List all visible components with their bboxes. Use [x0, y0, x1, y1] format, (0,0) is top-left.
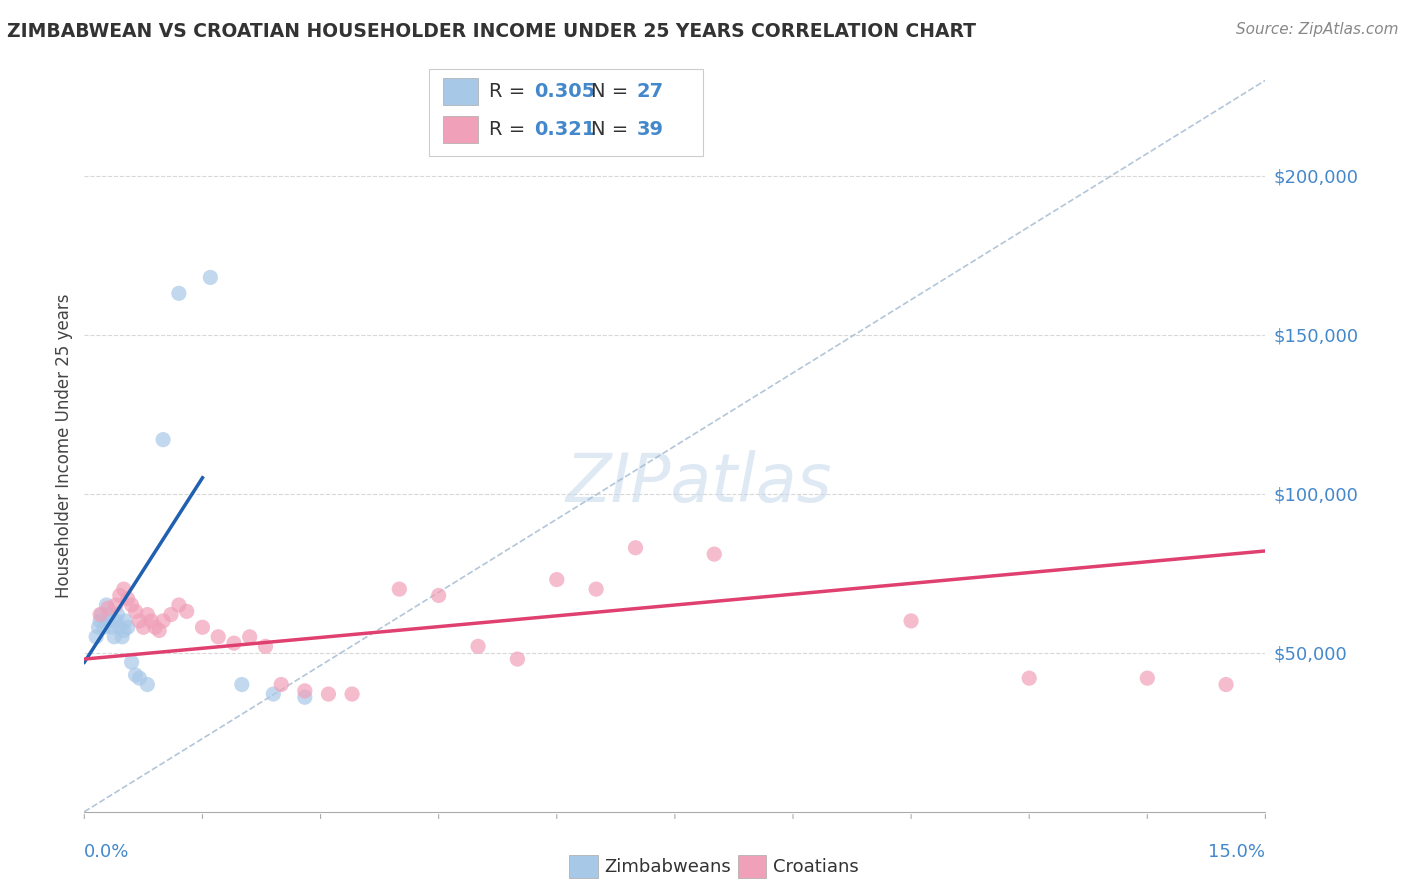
Point	[87, 620, 110, 634]
Point	[112, 624, 135, 638]
Text: Croatians: Croatians	[773, 858, 859, 876]
Point	[207, 630, 229, 644]
Point	[152, 433, 174, 447]
Point	[624, 541, 647, 555]
Point	[340, 687, 363, 701]
Point	[191, 620, 214, 634]
Point	[318, 687, 340, 701]
Point	[200, 270, 222, 285]
Text: R =: R =	[489, 82, 531, 102]
Point	[167, 598, 190, 612]
Text: ZIMBABWEAN VS CROATIAN HOUSEHOLDER INCOME UNDER 25 YEARS CORRELATION CHART: ZIMBABWEAN VS CROATIAN HOUSEHOLDER INCOM…	[7, 22, 976, 41]
Point	[703, 547, 725, 561]
Point	[114, 614, 136, 628]
Point	[128, 614, 150, 628]
Point	[176, 604, 198, 618]
Text: 0.305: 0.305	[534, 82, 596, 102]
Point	[900, 614, 922, 628]
Point	[136, 677, 159, 691]
Point	[128, 671, 150, 685]
Point	[222, 636, 245, 650]
Point	[89, 614, 111, 628]
Point	[124, 604, 146, 618]
Point	[93, 620, 115, 634]
Point	[1215, 677, 1237, 691]
Text: Zimbabweans: Zimbabweans	[605, 858, 731, 876]
Text: N =: N =	[591, 82, 634, 102]
Point	[90, 607, 112, 622]
Point	[388, 582, 411, 596]
Point	[96, 598, 118, 612]
Point	[262, 687, 284, 701]
Point	[546, 573, 568, 587]
Text: ZIPatlas: ZIPatlas	[565, 450, 832, 516]
Y-axis label: Householder Income Under 25 years: Householder Income Under 25 years	[55, 293, 73, 599]
Point	[152, 614, 174, 628]
Point	[1136, 671, 1159, 685]
Point	[148, 624, 170, 638]
Point	[112, 582, 135, 596]
Text: 0.0%: 0.0%	[84, 843, 129, 861]
Point	[585, 582, 607, 596]
Point	[117, 620, 139, 634]
Point	[108, 620, 131, 634]
Point	[121, 655, 143, 669]
Point	[97, 614, 120, 628]
Point	[239, 630, 262, 644]
Point	[124, 668, 146, 682]
Point	[141, 614, 163, 628]
Point	[254, 640, 277, 654]
Point	[1018, 671, 1040, 685]
Point	[121, 598, 143, 612]
Text: Source: ZipAtlas.com: Source: ZipAtlas.com	[1236, 22, 1399, 37]
Point	[167, 286, 190, 301]
Point	[84, 630, 107, 644]
Point	[427, 589, 450, 603]
Point	[506, 652, 529, 666]
Text: 0.321: 0.321	[534, 120, 596, 139]
Text: N =: N =	[591, 120, 634, 139]
Point	[104, 614, 127, 628]
Point	[294, 684, 316, 698]
Point	[231, 677, 253, 691]
Text: R =: R =	[489, 120, 531, 139]
Point	[89, 607, 111, 622]
Point	[132, 620, 155, 634]
Point	[111, 630, 134, 644]
Point	[108, 589, 131, 603]
Point	[98, 607, 121, 622]
Point	[97, 601, 120, 615]
Text: 27: 27	[637, 82, 664, 102]
Point	[270, 677, 292, 691]
Text: 39: 39	[637, 120, 664, 139]
Point	[107, 607, 129, 622]
Point	[143, 620, 166, 634]
Point	[117, 591, 139, 606]
Point	[160, 607, 183, 622]
Point	[136, 607, 159, 622]
Point	[104, 598, 127, 612]
Text: 15.0%: 15.0%	[1208, 843, 1265, 861]
Point	[294, 690, 316, 705]
Point	[103, 630, 125, 644]
Point	[467, 640, 489, 654]
Point	[101, 620, 124, 634]
